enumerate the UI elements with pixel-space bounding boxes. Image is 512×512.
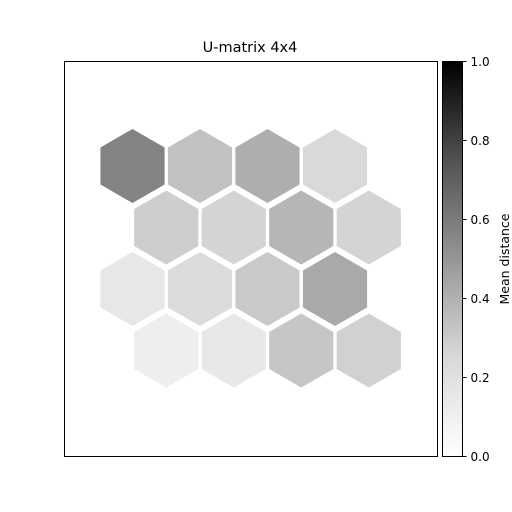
hex-cell-r1-c3 [334,187,404,268]
colorbar-tick-label: 0.4 [471,292,490,306]
hex-cells [97,126,404,391]
colorbar-tick-label: 0.6 [471,213,490,227]
hex-cell-r3-c3 [334,310,404,391]
colorbar-tick-label: 0.0 [471,450,490,464]
colorbar-tick-label: 1.0 [471,55,490,69]
colorbar [442,61,463,457]
hex-cell-r2-c3 [300,249,370,329]
colorbar-label: Mean distance [497,213,512,304]
colorbar-tick-label: 0.8 [471,134,490,148]
colorbar-ticks: 0.0 0.2 0.4 0.6 0.8 1.0 [462,55,490,464]
colorbar-tick-label: 0.2 [471,371,490,385]
chart-title: U-matrix 4x4 [203,40,298,56]
hex-cell-r0-c3 [300,126,370,206]
